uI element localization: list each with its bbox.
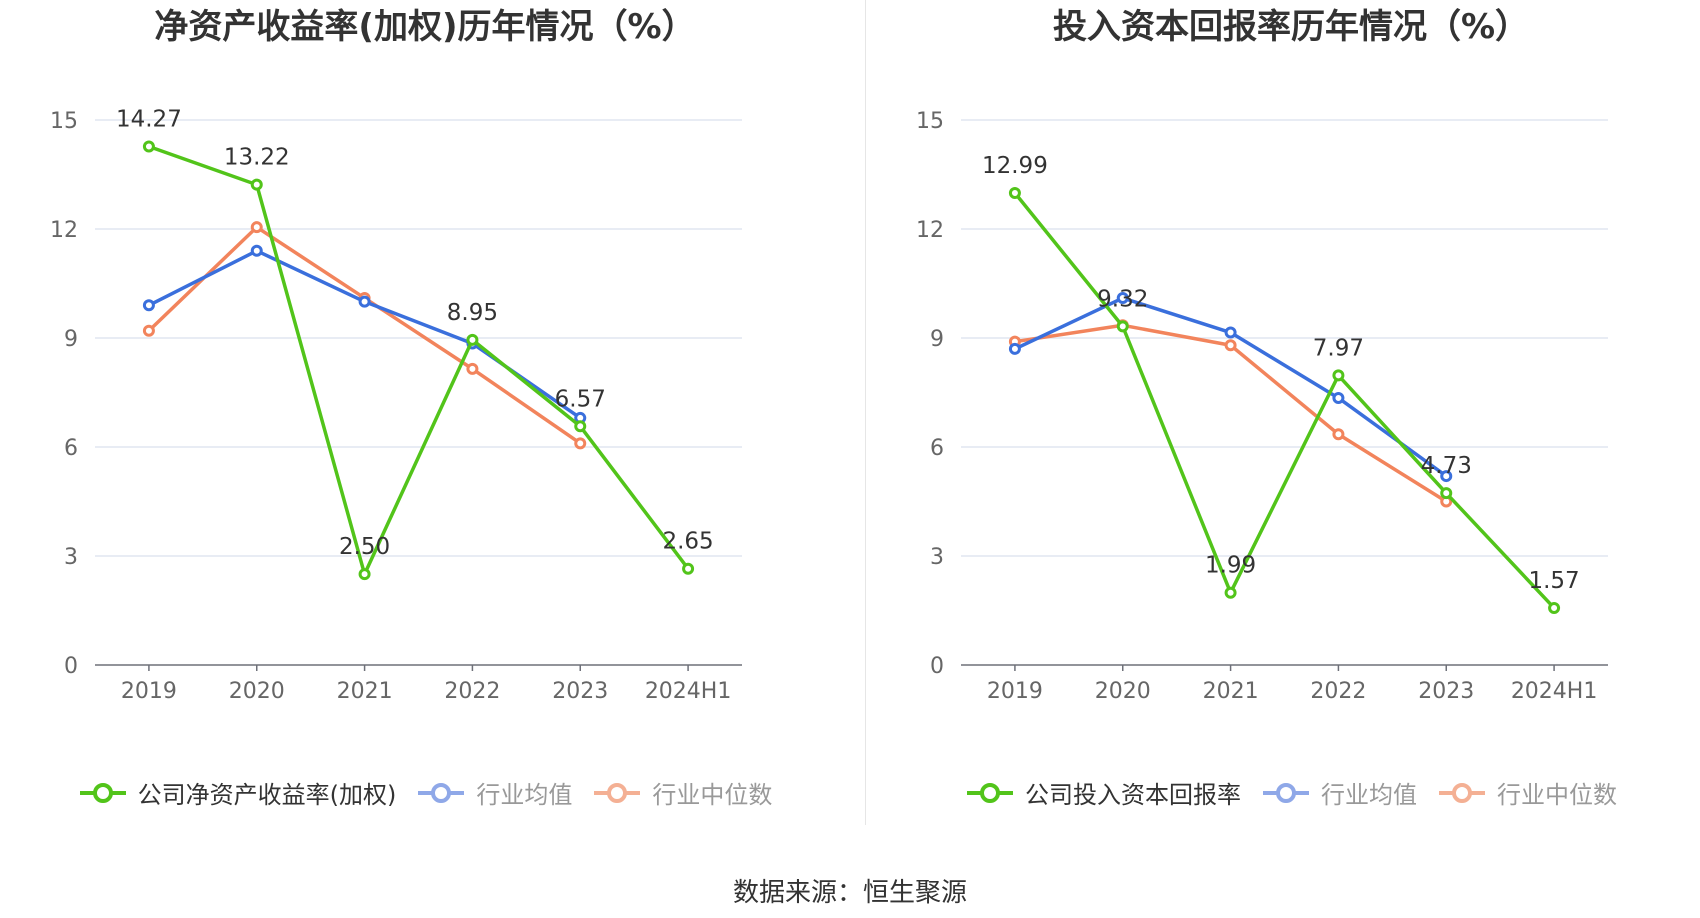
x-tick-label: 2019: [987, 679, 1043, 704]
data-point-industry-avg: [142, 299, 155, 312]
y-tick-label: 12: [916, 218, 944, 243]
y-tick-label: 15: [916, 109, 944, 134]
data-label: 4.73: [1421, 453, 1472, 479]
data-point-company: [574, 420, 587, 433]
data-label: 1.57: [1528, 568, 1579, 594]
data-label: 2.65: [662, 529, 713, 555]
series-line-industry-median: [147, 225, 582, 445]
y-tick-label: 3: [930, 545, 944, 570]
legend-label: 行业中位数: [652, 781, 773, 809]
data-point-industry-median: [466, 362, 479, 375]
data-label: 12.99: [982, 153, 1048, 179]
series-line-company: [1013, 191, 1556, 610]
data-label: 2.50: [339, 534, 390, 560]
legend-line-icon: [594, 782, 641, 803]
y-tick-label: 0: [930, 654, 944, 679]
x-tick-label: 2024H1: [645, 679, 732, 704]
data-point-industry-avg: [1116, 292, 1129, 305]
y-tick-label: 9: [64, 327, 78, 352]
x-tick-label: 2024H1: [1511, 679, 1598, 704]
roe-line-chart: 0 3 6 9 12 15 2019 2020 2021 2022 2023 2024H1 14.27 1…: [50, 107, 742, 704]
series-line-company: [148, 144, 690, 576]
data-point-company: [250, 178, 263, 191]
legend-label: 行业均值: [1321, 781, 1417, 809]
legend-line-icon: [1263, 782, 1309, 803]
data-point-industry-avg: [1332, 391, 1345, 404]
legend-item-company[interactable]: 公司投入资本回报率: [965, 775, 1241, 810]
data-point-industry-median: [574, 437, 587, 450]
data-point-company: [1440, 487, 1453, 500]
data-point-industry-median: [1224, 339, 1237, 352]
panel-divider: [865, 0, 866, 825]
data-point-industry-avg: [250, 244, 263, 257]
legend-item-avg[interactable]: 行业均值: [1261, 775, 1417, 810]
legend-label: 行业中位数: [1497, 781, 1617, 809]
legend-line-icon: [418, 782, 465, 803]
chart-legend: 公司净资产收益率(加权) 行业均值 行业中位数: [0, 775, 850, 810]
data-label: 9.32: [1097, 286, 1148, 312]
legend-item-median[interactable]: 行业中位数: [592, 775, 772, 810]
chart-legend: 公司投入资本回报率 行业均值 行业中位数: [866, 775, 1700, 810]
legend-item-company[interactable]: 公司净资产收益率(加权): [78, 775, 397, 810]
data-point-company: [1116, 320, 1129, 333]
legend-label: 公司投入资本回报率: [1025, 781, 1241, 809]
chart-title: 净资产收益率(加权)历年情况（%）: [154, 7, 696, 47]
data-source-note: 数据来源：恒生聚源: [732, 878, 967, 908]
legend-label: 行业均值: [476, 781, 573, 809]
legend-label: 公司净资产收益率(加权): [137, 781, 397, 809]
data-point-industry-avg: [1008, 342, 1021, 355]
data-label: 1.99: [1205, 553, 1256, 579]
data-point-company: [358, 568, 371, 581]
x-tick-label: 2022: [1310, 679, 1366, 704]
data-point-company: [1224, 586, 1237, 599]
x-tick-label: 2019: [121, 679, 177, 704]
data-point-company: [682, 562, 695, 575]
legend-line-icon: [967, 782, 1013, 803]
y-tick-label: 9: [930, 327, 944, 352]
data-point-industry-avg: [1224, 326, 1237, 339]
data-point-company: [1332, 369, 1345, 382]
data-label: 8.95: [447, 300, 498, 326]
x-tick-label: 2020: [1095, 679, 1151, 704]
data-point-industry-median: [1332, 428, 1345, 441]
y-tick-label: 6: [930, 436, 944, 461]
series-line-industry-avg: [1014, 296, 1448, 478]
x-tick-label: 2021: [1203, 679, 1259, 704]
roe-chart-panel: 净资产收益率(加权)历年情况（%） 0 3 6 9 12 15 2019 2020 2021 20…: [0, 0, 850, 820]
y-tick-label: 6: [64, 436, 78, 461]
y-tick-label: 15: [50, 109, 78, 134]
y-tick-label: 0: [64, 654, 78, 679]
legend-item-median[interactable]: 行业中位数: [1437, 775, 1617, 810]
data-point-company: [142, 140, 155, 153]
data-label: 13.22: [224, 145, 290, 171]
data-label: 7.97: [1313, 335, 1364, 361]
data-label: 6.57: [555, 386, 606, 412]
legend-item-avg[interactable]: 行业均值: [416, 775, 572, 810]
x-tick-label: 2021: [337, 679, 393, 704]
data-point-industry-avg: [358, 295, 371, 308]
x-tick-label: 2022: [444, 679, 500, 704]
data-point-industry-median: [142, 324, 155, 337]
roic-line-chart: 0 3 6 9 12 15 2019 2020 2021 2022 2023 2024H1 12.99 9…: [916, 109, 1608, 704]
series-line-industry-median: [1014, 323, 1448, 503]
y-tick-label: 12: [50, 218, 78, 243]
data-point-company: [1008, 187, 1021, 200]
y-tick-label: 3: [64, 545, 78, 570]
series-line-industry-avg: [148, 249, 582, 420]
data-point-industry-avg: [1440, 470, 1453, 483]
legend-line-icon: [79, 782, 126, 803]
x-tick-label: 2020: [229, 679, 285, 704]
data-point-company: [1548, 601, 1561, 614]
data-point-industry-median: [250, 221, 263, 234]
x-tick-label: 2023: [552, 679, 608, 704]
chart-title: 投入资本回报率历年情况（%）: [1052, 7, 1530, 47]
roic-chart-panel: 投入资本回报率历年情况（%） 0 3 6 9 12 15 2019 2020 2021 2022 2…: [866, 0, 1700, 820]
data-point-company: [466, 333, 479, 346]
x-tick-label: 2023: [1418, 679, 1474, 704]
data-label: 14.27: [116, 107, 182, 133]
legend-line-icon: [1439, 782, 1485, 803]
